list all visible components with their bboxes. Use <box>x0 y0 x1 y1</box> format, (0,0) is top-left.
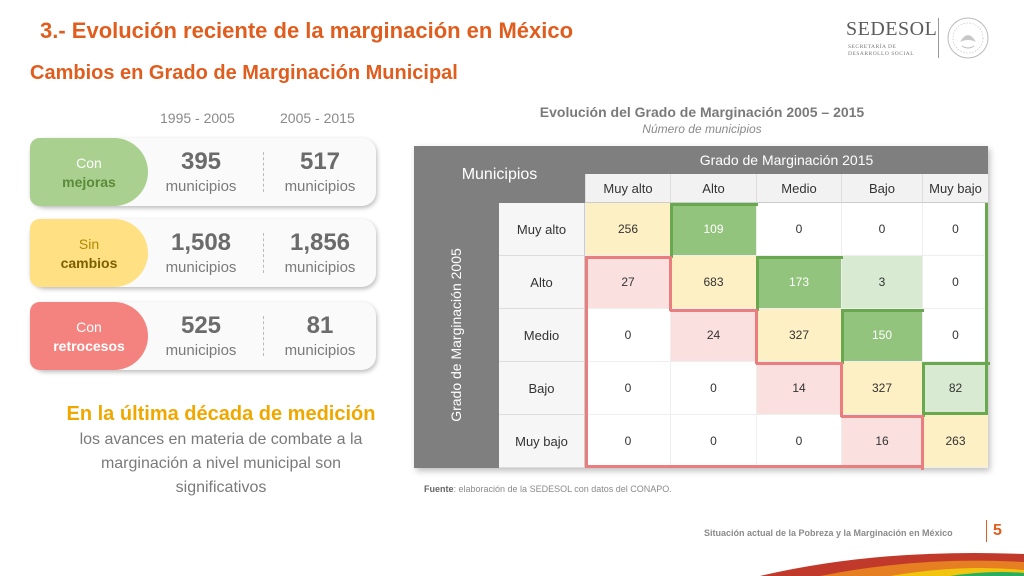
matrix-cell: 0 <box>922 203 988 256</box>
conclusion-highlight: En la última década de medición <box>66 403 376 425</box>
source-note: Fuente: elaboración de la SEDESOL con da… <box>424 484 672 494</box>
matrix-cell: 0 <box>670 362 756 415</box>
matrix-cell: 16 <box>841 415 922 468</box>
conclusion-rest: los avances en materia de combate a la m… <box>79 431 363 496</box>
logo-name: SEDESOL <box>846 18 938 40</box>
value-1995-2005: 525 <box>180 312 222 339</box>
matrix-cell: 27 <box>585 256 670 309</box>
matrix-row-label: Muy alto <box>499 203 585 256</box>
card-tag-retrocesos: Con retrocesos <box>30 302 148 370</box>
slide-subtitle: Cambios en Grado de Marginación Municipa… <box>30 62 458 84</box>
matrix-column-label: Muy alto <box>585 174 670 203</box>
matrix-cell: 0 <box>922 256 988 309</box>
value-1995-2005: 1,508 <box>170 229 232 256</box>
matrix-column-label: Muy bajo <box>922 174 988 203</box>
value-2005-2015: 517 <box>299 148 341 175</box>
matrix-row-header: Grado de Marginación 2005 <box>414 203 499 468</box>
logo-line-1: SECRETARÍA DE <box>848 44 897 50</box>
logo-divider <box>938 18 939 58</box>
card-tag-mejoras: Con mejoras <box>30 138 148 206</box>
page-number: 5 <box>993 522 1002 539</box>
divider <box>263 316 264 356</box>
matrix-column-label: Alto <box>670 174 756 203</box>
matrix-corner-label: Municipios <box>414 146 585 203</box>
unit-label: municipios <box>284 178 356 195</box>
page-number-divider <box>986 520 987 542</box>
source-text: : elaboración de la SEDESOL con datos de… <box>453 484 672 494</box>
matrix-column-label: Medio <box>756 174 841 203</box>
unit-label: municipios <box>284 259 356 276</box>
period-label-1995-2005: 1995 - 2005 <box>160 110 235 126</box>
card-tag-word2: retrocesos <box>53 338 125 354</box>
matrix-cell: 0 <box>841 203 922 256</box>
matrix-row-label: Alto <box>499 256 585 309</box>
matrix-subtitle: Número de municipios <box>642 122 762 136</box>
card-tag-word2: cambios <box>60 255 118 271</box>
matrix-cell: 24 <box>670 309 756 362</box>
matrix-row-label: Muy bajo <box>499 415 585 468</box>
footer-text: Situación actual de la Pobreza y la Marg… <box>704 528 953 538</box>
card-tag-word1: Sin <box>78 236 100 252</box>
matrix-cell: 14 <box>756 362 841 415</box>
matrix-cell: 0 <box>922 309 988 362</box>
matrix-cell: 327 <box>841 362 922 415</box>
divider <box>263 152 264 192</box>
slide-title: 3.- Evolución reciente de la marginación… <box>40 18 574 43</box>
matrix-cell: 173 <box>756 256 841 309</box>
matrix-cell: 0 <box>756 415 841 468</box>
matrix-cell: 0 <box>756 203 841 256</box>
matrix-row-label: Medio <box>499 309 585 362</box>
unit-label: municipios <box>284 342 356 359</box>
national-seal-icon <box>947 17 989 59</box>
value-1995-2005: 395 <box>180 148 222 175</box>
logo-line-2: DESARROLLO SOCIAL <box>848 51 915 57</box>
matrix-row-header-text: Grado de Marginación 2005 <box>448 248 464 422</box>
period-label-2005-2015: 2005 - 2015 <box>280 110 355 126</box>
matrix-cell: 256 <box>585 203 670 256</box>
card-mejoras: Con mejoras 395 municipios 517 municipio… <box>30 138 376 206</box>
matrix-cell: 0 <box>585 309 670 362</box>
card-tag-sin-cambios: Sin cambios <box>30 219 148 287</box>
source-label: Fuente <box>424 484 454 494</box>
card-tag-word1: Con <box>76 319 102 335</box>
card-tag-word2: mejoras <box>62 174 116 190</box>
matrix-cell: 150 <box>841 309 922 362</box>
divider <box>263 233 264 273</box>
matrix-column-label: Bajo <box>841 174 922 203</box>
matrix-cell: 0 <box>670 415 756 468</box>
matrix-cell: 683 <box>670 256 756 309</box>
decorative-swoosh <box>760 552 1024 576</box>
conclusion-text: En la última década de medición los avan… <box>56 402 386 500</box>
unit-label: municipios <box>165 259 237 276</box>
unit-label: municipios <box>165 342 237 359</box>
matrix-cell: 327 <box>756 309 841 362</box>
matrix-cell: 3 <box>841 256 922 309</box>
matrix-cell: 0 <box>585 362 670 415</box>
matrix-cell: 263 <box>922 415 988 468</box>
value-2005-2015: 1,856 <box>289 229 351 256</box>
sedesol-logo: SEDESOL SECRETARÍA DE DESARROLLO SOCIAL <box>846 16 996 64</box>
matrix-cell: 0 <box>585 415 670 468</box>
transition-matrix: Municipios Grado de Marginación 2015 Gra… <box>414 146 990 470</box>
matrix-title: Evolución del Grado de Marginación 2005 … <box>539 104 865 120</box>
matrix-row-label: Bajo <box>499 362 585 415</box>
matrix-cell: 82 <box>922 362 988 415</box>
matrix-cell: 109 <box>670 203 756 256</box>
unit-label: municipios <box>165 178 237 195</box>
card-tag-word1: Con <box>76 155 102 171</box>
card-sin-cambios: Sin cambios 1,508 municipios 1,856 munic… <box>30 219 376 287</box>
value-2005-2015: 81 <box>306 312 334 339</box>
matrix-column-header: Grado de Marginación 2015 <box>585 146 988 174</box>
card-retrocesos: Con retrocesos 525 municipios 81 municip… <box>30 302 376 370</box>
